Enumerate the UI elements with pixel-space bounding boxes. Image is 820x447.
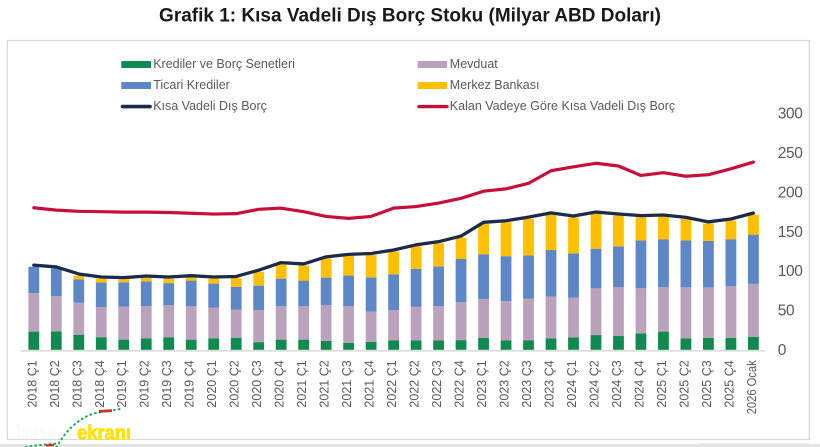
svg-text:2018 Ç2: 2018 Ç2 [48,360,62,407]
svg-text:150: 150 [778,224,803,241]
svg-text:2019 Ç3: 2019 Ç3 [160,360,174,407]
svg-text:2022 Ç4: 2022 Ç4 [453,360,467,407]
svg-text:2021 Ç1: 2021 Ç1 [295,360,309,407]
svg-text:Kısa Vadeli Dış Borç: Kısa Vadeli Dış Borç [153,99,267,113]
svg-text:300: 300 [778,106,803,123]
svg-text:2025 Ç3: 2025 Ç3 [700,360,714,407]
svg-text:2021 Ç4: 2021 Ç4 [363,360,377,407]
svg-text:2023 Ç2: 2023 Ç2 [498,360,512,407]
svg-text:2024 Ç4: 2024 Ç4 [632,360,646,407]
svg-text:2020 Ç3: 2020 Ç3 [250,360,264,407]
svg-text:200: 200 [778,184,803,201]
svg-text:2023 Ç3: 2023 Ç3 [520,360,534,407]
svg-text:2025 Ç4: 2025 Ç4 [722,360,736,407]
svg-text:2024 Ç3: 2024 Ç3 [610,360,624,407]
svg-text:100: 100 [778,263,803,280]
svg-text:2020 Ç1: 2020 Ç1 [205,360,219,407]
svg-text:Kalan Vadeye Göre Kısa Vadeli: Kalan Vadeye Göre Kısa Vadeli Dış Borç [450,99,675,113]
svg-text:2020 Ç4: 2020 Ç4 [273,360,287,407]
svg-text:2026 Ocak: 2026 Ocak [745,360,759,415]
svg-text:0: 0 [778,342,787,359]
svg-text:2025 Ç2: 2025 Ç2 [677,360,691,407]
svg-text:2023 Ç1: 2023 Ç1 [475,360,489,407]
svg-text:2019 Ç1: 2019 Ç1 [115,360,129,407]
svg-text:Krediler ve Borç Senetleri: Krediler ve Borç Senetleri [153,57,295,71]
svg-text:250: 250 [778,145,803,162]
svg-text:2024 Ç1: 2024 Ç1 [565,360,579,407]
svg-text:50: 50 [778,303,795,320]
svg-text:2018 Ç3: 2018 Ç3 [70,360,84,407]
svg-text:2024 Ç2: 2024 Ç2 [587,360,601,407]
svg-text:2019 Ç2: 2019 Ç2 [138,360,152,407]
svg-text:2018 Ç1: 2018 Ç1 [25,360,39,407]
svg-text:borsa: borsa [16,419,57,444]
svg-text:2022 Ç1: 2022 Ç1 [385,360,399,407]
svg-text:Merkez Bankası: Merkez Bankası [450,78,540,92]
svg-text:2025 Ç1: 2025 Ç1 [655,360,669,407]
svg-text:ekranı: ekranı [77,423,131,445]
svg-text:Mevduat: Mevduat [450,57,498,71]
svg-text:Grafik 1: Kısa Vadeli Dış Borç: Grafik 1: Kısa Vadeli Dış Borç Stoku (Mi… [159,6,661,27]
svg-text:2023 Ç4: 2023 Ç4 [543,360,557,407]
svg-text:2022 Ç3: 2022 Ç3 [430,360,444,407]
svg-text:2019 Ç4: 2019 Ç4 [183,360,197,407]
svg-text:2020 Ç2: 2020 Ç2 [228,360,242,407]
svg-text:2021 Ç3: 2021 Ç3 [340,360,354,407]
svg-text:2022 Ç2: 2022 Ç2 [408,360,422,407]
svg-text:2021 Ç2: 2021 Ç2 [318,360,332,407]
svg-text:2018 Ç4: 2018 Ç4 [93,360,107,407]
svg-text:Ticari Krediler: Ticari Krediler [153,78,230,92]
